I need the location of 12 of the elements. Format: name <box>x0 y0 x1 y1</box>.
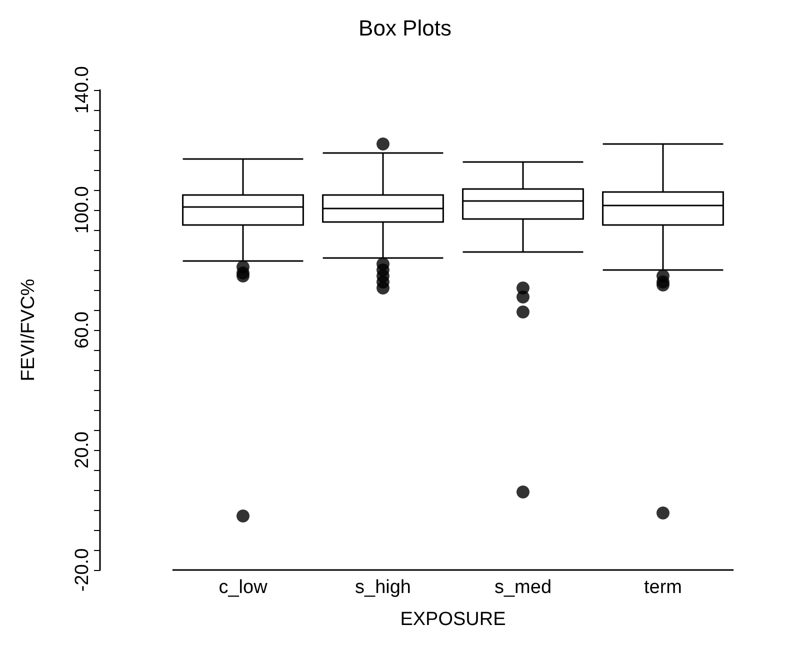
y-tick-label: 20.0 <box>72 432 93 468</box>
x-tick-label: term <box>644 577 682 598</box>
y-tick-label: -20.0 <box>72 548 93 592</box>
y-tick-label: 60.0 <box>72 312 93 348</box>
y-tick-label: 100.0 <box>72 186 93 234</box>
x-tick-label: c_low <box>218 577 268 598</box>
x-tick-label: s_med <box>494 577 552 598</box>
y-tick-label: 140.0 <box>72 66 93 114</box>
x-tick-label: s_high <box>355 577 411 598</box>
x-axis-title: EXPOSURE <box>400 609 506 630</box>
chart-title: Box Plots <box>358 16 452 40</box>
y-axis-title: FEVI/FVC% <box>18 278 39 382</box>
